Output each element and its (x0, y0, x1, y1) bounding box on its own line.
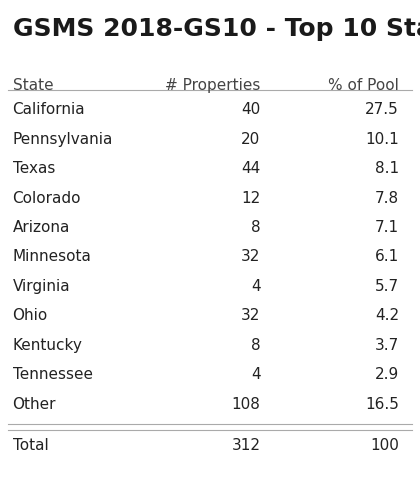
Text: California: California (13, 102, 85, 117)
Text: Kentucky: Kentucky (13, 337, 82, 353)
Text: 20: 20 (241, 131, 260, 147)
Text: 40: 40 (241, 102, 260, 117)
Text: Other: Other (13, 396, 56, 412)
Text: 27.5: 27.5 (365, 102, 399, 117)
Text: 32: 32 (241, 249, 260, 264)
Text: 4.2: 4.2 (375, 308, 399, 323)
Text: State: State (13, 78, 53, 93)
Text: Virginia: Virginia (13, 279, 70, 294)
Text: 8: 8 (251, 220, 260, 235)
Text: GSMS 2018-GS10 - Top 10 States: GSMS 2018-GS10 - Top 10 States (13, 17, 420, 41)
Text: 44: 44 (241, 161, 260, 176)
Text: Total: Total (13, 438, 48, 453)
Text: 6.1: 6.1 (375, 249, 399, 264)
Text: 100: 100 (370, 438, 399, 453)
Text: % of Pool: % of Pool (328, 78, 399, 93)
Text: 5.7: 5.7 (375, 279, 399, 294)
Text: Colorado: Colorado (13, 190, 81, 206)
Text: Pennsylvania: Pennsylvania (13, 131, 113, 147)
Text: 32: 32 (241, 308, 260, 323)
Text: 8: 8 (251, 337, 260, 353)
Text: 10.1: 10.1 (365, 131, 399, 147)
Text: Arizona: Arizona (13, 220, 70, 235)
Text: 8.1: 8.1 (375, 161, 399, 176)
Text: 4: 4 (251, 279, 260, 294)
Text: 7.8: 7.8 (375, 190, 399, 206)
Text: 312: 312 (231, 438, 260, 453)
Text: 3.7: 3.7 (375, 337, 399, 353)
Text: 7.1: 7.1 (375, 220, 399, 235)
Text: 2.9: 2.9 (375, 367, 399, 382)
Text: 108: 108 (231, 396, 260, 412)
Text: Ohio: Ohio (13, 308, 48, 323)
Text: 4: 4 (251, 367, 260, 382)
Text: Minnesota: Minnesota (13, 249, 92, 264)
Text: Texas: Texas (13, 161, 55, 176)
Text: 16.5: 16.5 (365, 396, 399, 412)
Text: # Properties: # Properties (165, 78, 260, 93)
Text: 12: 12 (241, 190, 260, 206)
Text: Tennessee: Tennessee (13, 367, 92, 382)
